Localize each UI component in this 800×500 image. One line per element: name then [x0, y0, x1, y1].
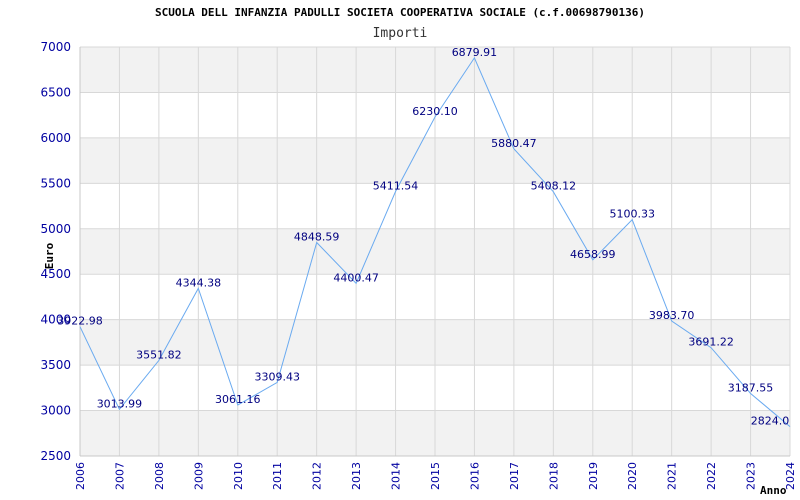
data-label: 4848.59 [294, 231, 340, 244]
x-tick-label: 2022 [705, 462, 718, 490]
chart-title: SCUOLA DELL INFANZIA PADULLI SOCIETA COO… [155, 6, 645, 19]
x-tick-label: 2019 [587, 462, 600, 490]
data-label: 5100.33 [609, 208, 655, 221]
data-label: 4400.47 [333, 271, 379, 284]
grid-lines [79, 46, 791, 457]
y-tick-label: 3500 [40, 358, 71, 372]
x-tick-label: 2013 [350, 462, 363, 490]
x-tick-label: 2006 [74, 462, 87, 490]
x-tick-label: 2015 [429, 462, 442, 490]
y-tick-label: 4500 [40, 267, 71, 281]
data-label: 3187.55 [728, 382, 774, 395]
data-label: 5408.12 [531, 180, 577, 193]
x-tick-label: 2021 [666, 462, 679, 490]
series-line-group [79, 56, 791, 427]
x-tick-label: 2010 [232, 462, 245, 490]
y-tick-label: 6000 [40, 131, 71, 145]
y-axis-ticks: 2500 3000 3500 4000 4500 5000 5500 6000 6500 7000 [40, 40, 71, 463]
x-axis-label: Anno [760, 484, 787, 497]
data-label: 4344.38 [176, 276, 222, 289]
data-labels: 3922.98 3013.99 3551.82 4344.38 3061.16 3309.… [57, 46, 789, 428]
y-axis-label: Euro [43, 242, 56, 269]
y-tick-label: 2500 [40, 449, 71, 463]
chart-subtitle: Importi [373, 26, 428, 41]
x-tick-label: 2024 [784, 462, 797, 490]
x-tick-label: 2016 [468, 462, 481, 490]
x-axis-ticks: 2006 2007 2008 2009 2010 2011 2012 2013 2014 2015… [74, 462, 797, 490]
data-label: 6230.10 [412, 105, 458, 118]
x-tick-label: 2012 [311, 462, 324, 490]
data-label: 6879.91 [452, 46, 498, 59]
data-label: 5880.47 [491, 137, 537, 150]
data-label: 3983.70 [649, 309, 695, 322]
x-tick-label: 2014 [390, 462, 403, 490]
x-tick-label: 2017 [508, 462, 521, 490]
data-label: 4658.99 [570, 248, 616, 261]
y-tick-label: 3000 [40, 404, 71, 418]
data-label: 2824.0 [751, 415, 790, 428]
y-tick-label: 4000 [40, 313, 71, 327]
y-tick-label: 6500 [40, 85, 71, 99]
x-tick-label: 2018 [547, 462, 560, 490]
x-tick-label: 2007 [113, 462, 126, 490]
x-tick-label: 2011 [271, 462, 284, 490]
data-label: 3922.98 [57, 315, 103, 328]
data-label: 3061.16 [215, 393, 261, 406]
data-label: 5411.54 [373, 179, 419, 192]
x-tick-label: 2009 [192, 462, 205, 490]
series-line [79, 56, 791, 427]
data-label: 3691.22 [688, 336, 734, 349]
y-tick-label: 5000 [40, 222, 71, 236]
data-label: 3013.99 [97, 397, 143, 410]
x-tick-label: 2020 [626, 462, 639, 490]
y-tick-label: 7000 [40, 40, 71, 54]
y-tick-label: 5500 [40, 176, 71, 190]
data-label: 3309.43 [254, 370, 300, 383]
x-tick-label: 2008 [153, 462, 166, 490]
x-tick-label: 2023 [745, 462, 758, 490]
data-label: 3551.82 [136, 348, 182, 361]
